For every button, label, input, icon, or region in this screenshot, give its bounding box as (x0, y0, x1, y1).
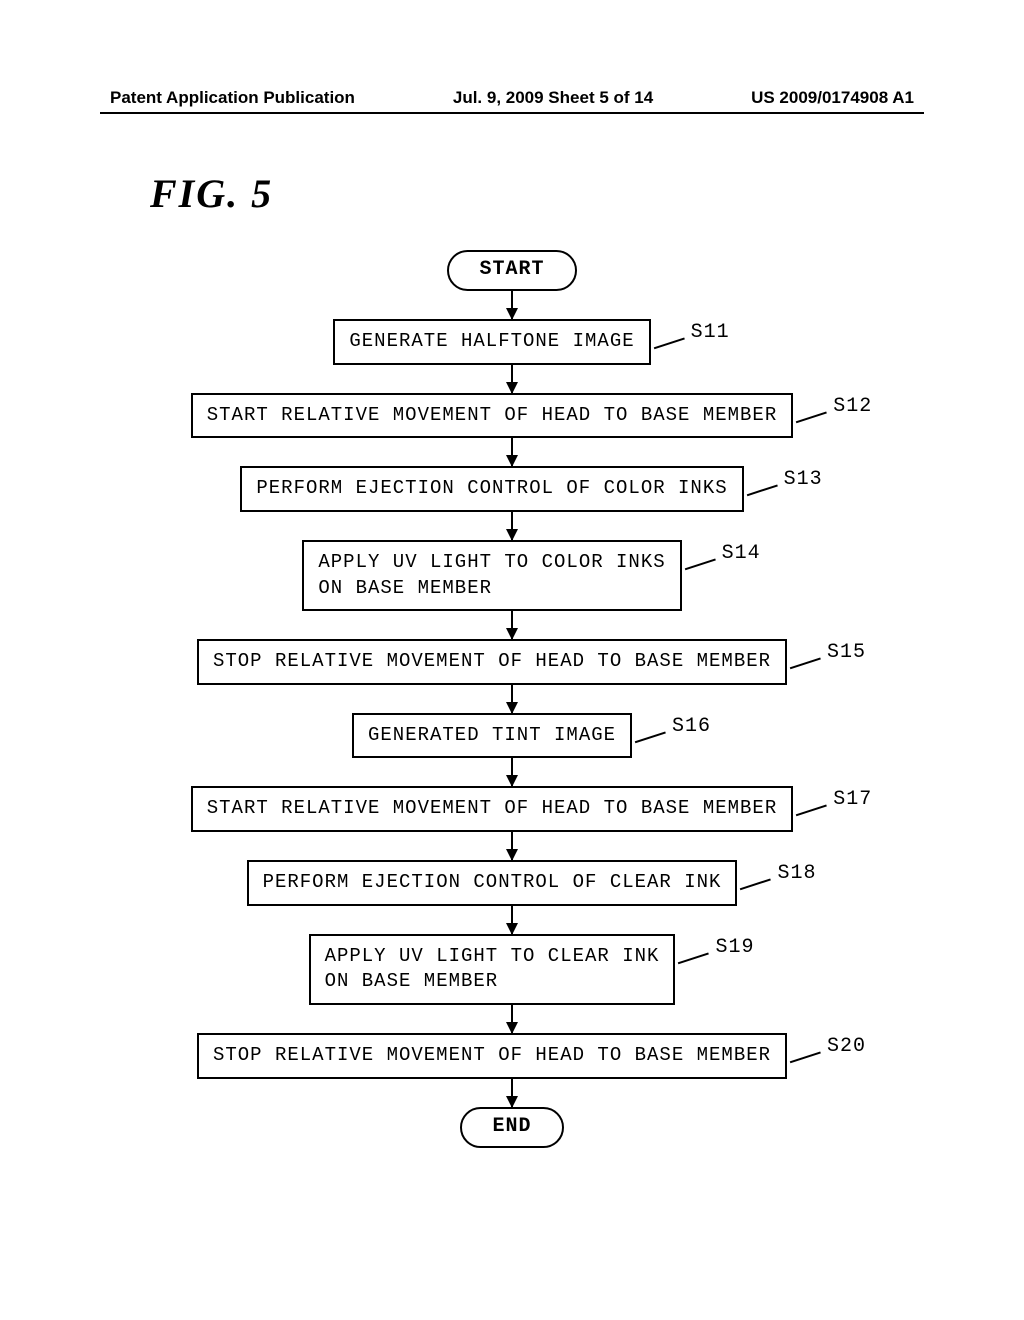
leader-line (790, 1051, 826, 1078)
flow-step-box: GENERATE HALFTONE IMAGE (333, 319, 650, 365)
flow-arrow (511, 1005, 513, 1033)
flow-arrow (511, 685, 513, 713)
flow-step-label: S17 (833, 786, 872, 811)
leader-line (653, 337, 689, 364)
leader-line (678, 952, 714, 979)
header-left: Patent Application Publication (110, 88, 355, 108)
flow-step-box: PERFORM EJECTION CONTROL OF CLEAR INK (247, 860, 738, 906)
page-header: Patent Application Publication Jul. 9, 2… (0, 88, 1024, 108)
flow-step-box: GENERATED TINT IMAGE (352, 713, 632, 759)
flow-step-label: S20 (827, 1033, 866, 1058)
flowchart: START GENERATE HALFTONE IMAGE S11 START REL… (102, 250, 922, 1148)
flow-step-label: S18 (777, 860, 816, 885)
leader-line (746, 485, 782, 512)
flow-end: END (460, 1107, 563, 1148)
flow-arrow (511, 438, 513, 466)
flow-step: PERFORM EJECTION CONTROL OF CLEAR INK S18 (102, 860, 922, 906)
flow-step-label: S19 (715, 934, 754, 959)
flow-step: START RELATIVE MOVEMENT OF HEAD TO BASE … (102, 786, 922, 832)
figure-label: FIG. 5 (150, 170, 273, 217)
leader-line (740, 879, 776, 906)
flow-step-box: APPLY UV LIGHT TO CLEAR INK ON BASE MEMB… (309, 934, 676, 1005)
leader-line (635, 731, 671, 758)
flow-arrow (511, 291, 513, 319)
flow-step: STOP RELATIVE MOVEMENT OF HEAD TO BASE M… (102, 639, 922, 685)
header-center: Jul. 9, 2009 Sheet 5 of 14 (453, 88, 653, 108)
flow-step-box: STOP RELATIVE MOVEMENT OF HEAD TO BASE M… (197, 1033, 787, 1079)
flow-step: APPLY UV LIGHT TO CLEAR INK ON BASE MEMB… (102, 934, 922, 1005)
flow-step-box: PERFORM EJECTION CONTROL OF COLOR INKS (240, 466, 743, 512)
leader-line (790, 658, 826, 685)
flow-step: START RELATIVE MOVEMENT OF HEAD TO BASE … (102, 393, 922, 439)
flow-step: PERFORM EJECTION CONTROL OF COLOR INKS S1… (102, 466, 922, 512)
flow-step: STOP RELATIVE MOVEMENT OF HEAD TO BASE M… (102, 1033, 922, 1079)
flow-step-label: S14 (722, 540, 761, 565)
flow-start: START (447, 250, 576, 291)
flow-step: APPLY UV LIGHT TO COLOR INKS ON BASE MEM… (102, 540, 922, 611)
flow-arrow (511, 611, 513, 639)
flow-step-box: START RELATIVE MOVEMENT OF HEAD TO BASE … (191, 393, 794, 439)
flow-step-label: S11 (691, 319, 730, 344)
flow-step-label: S12 (833, 393, 872, 418)
flow-step: GENERATED TINT IMAGE S16 (102, 713, 922, 759)
flow-arrow (511, 365, 513, 393)
flow-step-box: STOP RELATIVE MOVEMENT OF HEAD TO BASE M… (197, 639, 787, 685)
flow-arrow (511, 512, 513, 540)
flow-arrow (511, 1079, 513, 1107)
leader-line (796, 805, 832, 832)
leader-line (684, 558, 720, 585)
header-right: US 2009/0174908 A1 (751, 88, 914, 108)
flow-step-box: START RELATIVE MOVEMENT OF HEAD TO BASE … (191, 786, 794, 832)
flow-arrow (511, 906, 513, 934)
flow-step-label: S13 (784, 466, 823, 491)
header-rule (100, 112, 924, 114)
flow-arrow (511, 758, 513, 786)
flow-step: GENERATE HALFTONE IMAGE S11 (102, 319, 922, 365)
flow-arrow (511, 832, 513, 860)
flow-step-label: S16 (672, 713, 711, 738)
flow-step-label: S15 (827, 639, 866, 664)
flow-step-box: APPLY UV LIGHT TO COLOR INKS ON BASE MEM… (302, 540, 681, 611)
leader-line (796, 411, 832, 438)
